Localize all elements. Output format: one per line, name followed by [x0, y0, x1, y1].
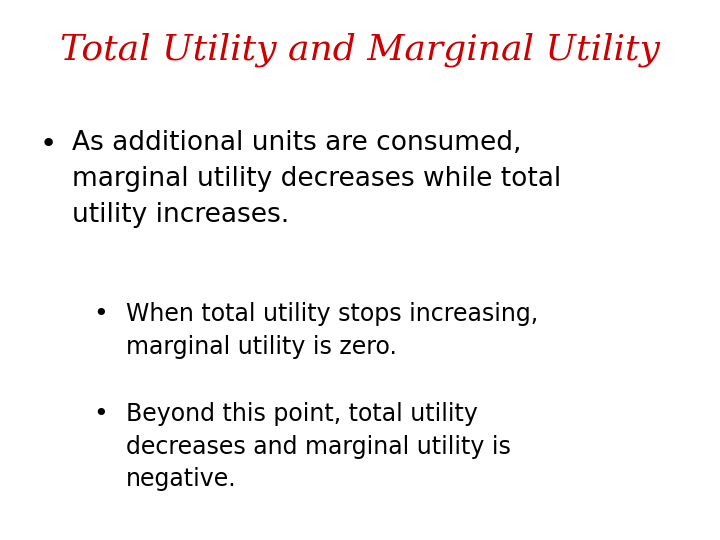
- Text: Total Utility and Marginal Utility: Total Utility and Marginal Utility: [60, 32, 660, 67]
- Text: Beyond this point, total utility
decreases and marginal utility is
negative.: Beyond this point, total utility decreas…: [126, 402, 511, 491]
- Text: •: •: [40, 130, 57, 158]
- Text: When total utility stops increasing,
marginal utility is zero.: When total utility stops increasing, mar…: [126, 302, 538, 359]
- Text: As additional units are consumed,
marginal utility decreases while total
utility: As additional units are consumed, margin…: [72, 130, 562, 227]
- Text: •: •: [94, 402, 108, 426]
- Text: •: •: [94, 302, 108, 326]
